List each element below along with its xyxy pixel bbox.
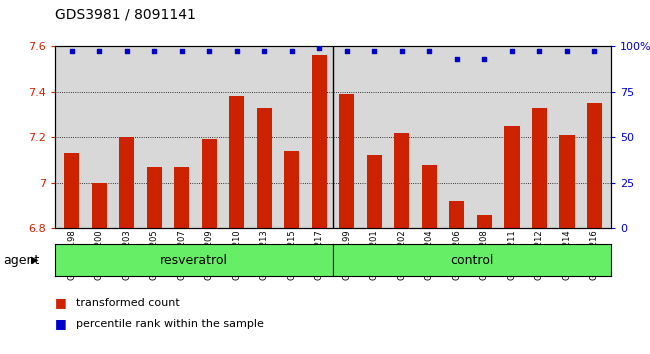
Point bbox=[342, 48, 352, 54]
Text: GDS3981 / 8091141: GDS3981 / 8091141 bbox=[55, 7, 196, 21]
Point bbox=[479, 56, 489, 62]
Point bbox=[590, 48, 600, 54]
Text: control: control bbox=[450, 254, 494, 267]
Bar bbox=[147, 167, 162, 228]
Bar bbox=[367, 155, 382, 228]
Bar bbox=[64, 153, 79, 228]
Point bbox=[259, 48, 270, 54]
Bar bbox=[395, 133, 410, 228]
Bar bbox=[229, 96, 244, 228]
Point bbox=[424, 48, 435, 54]
Point bbox=[287, 48, 297, 54]
Point bbox=[396, 48, 407, 54]
Bar bbox=[422, 165, 437, 228]
Text: agent: agent bbox=[3, 254, 40, 267]
Text: ▶: ▶ bbox=[31, 255, 39, 265]
Point bbox=[452, 56, 462, 62]
Bar bbox=[532, 108, 547, 228]
Bar bbox=[339, 94, 354, 228]
Bar bbox=[560, 135, 575, 228]
Text: percentile rank within the sample: percentile rank within the sample bbox=[76, 319, 264, 329]
Point bbox=[149, 48, 159, 54]
Point bbox=[177, 48, 187, 54]
Bar bbox=[174, 167, 189, 228]
Text: transformed count: transformed count bbox=[76, 298, 180, 308]
Bar bbox=[257, 108, 272, 228]
Bar bbox=[587, 103, 602, 228]
Point bbox=[369, 48, 380, 54]
Point bbox=[204, 48, 214, 54]
Text: ■: ■ bbox=[55, 296, 67, 309]
Point bbox=[94, 48, 105, 54]
Bar bbox=[92, 183, 107, 228]
Bar bbox=[119, 137, 135, 228]
Point bbox=[231, 48, 242, 54]
Bar bbox=[477, 215, 492, 228]
Bar bbox=[504, 126, 519, 228]
Bar bbox=[202, 139, 217, 228]
Point bbox=[534, 48, 545, 54]
Point bbox=[122, 48, 132, 54]
Text: ■: ■ bbox=[55, 318, 67, 330]
Point bbox=[314, 45, 324, 51]
Bar bbox=[449, 201, 465, 228]
Point bbox=[562, 48, 572, 54]
Point bbox=[66, 48, 77, 54]
Bar bbox=[284, 151, 300, 228]
Point bbox=[507, 48, 517, 54]
Text: resveratrol: resveratrol bbox=[160, 254, 228, 267]
Bar bbox=[312, 55, 327, 228]
